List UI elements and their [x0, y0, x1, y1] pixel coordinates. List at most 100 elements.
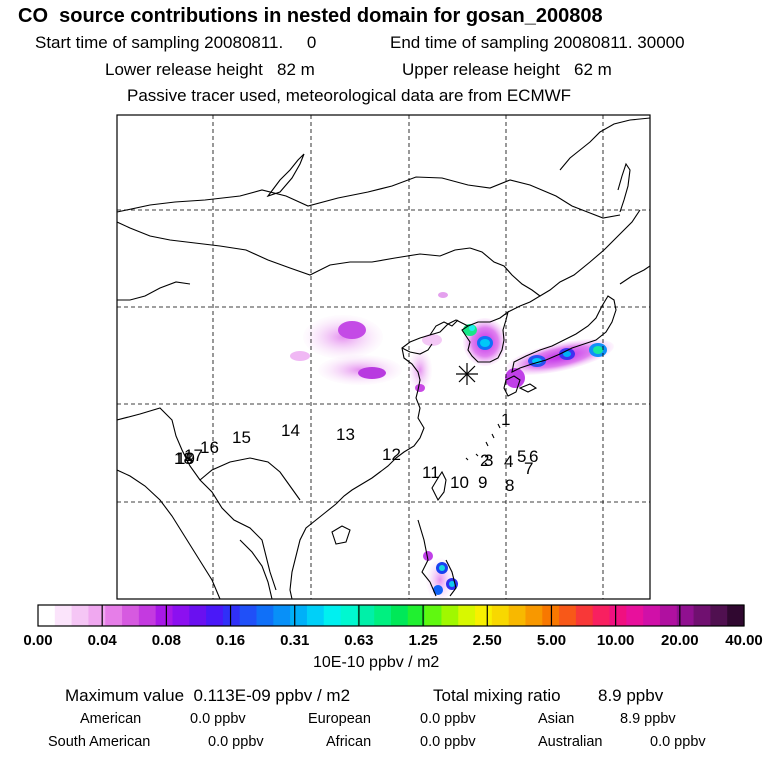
colorbar-cell [256, 605, 274, 626]
colorbar-cell [54, 605, 73, 626]
lower-height-text: Lower release height 82 m [105, 60, 315, 79]
colorbar-cell [239, 605, 258, 626]
receptor-star-icon [456, 363, 478, 385]
total-mixing-label: Total mixing ratio [433, 686, 561, 705]
trajectory-label: 14 [281, 421, 300, 440]
european-value: 0.0 ppbv [420, 711, 476, 727]
trajectory-label: 1 [501, 410, 510, 429]
trajectory-label: 8 [505, 476, 514, 495]
contribution-plume [290, 292, 614, 599]
map-gridlines [117, 115, 650, 599]
colorbar-cell [525, 605, 543, 626]
trajectory-label: 6 [529, 447, 538, 466]
colorbar-cell [189, 605, 207, 626]
colorbar-tick-label: 0.63 [344, 632, 374, 649]
colorbar-cell [357, 605, 375, 626]
trajectory-label: 15 [232, 428, 251, 447]
trajectory-label: 2 [480, 451, 489, 470]
colorbar-cell [138, 605, 157, 626]
trajectory-label: 4 [504, 452, 513, 471]
colorbar-cell [323, 605, 342, 626]
south-american-label: South American [48, 734, 151, 750]
max-value-text: Maximum value 0.113E-09 ppbv / m2 [65, 686, 351, 705]
colorbar-cell [609, 605, 627, 626]
end-time-text: End time of sampling 20080811. 30000 [390, 33, 685, 52]
colorbar-cell [38, 605, 56, 626]
colorbar-tick-label: 1.25 [408, 632, 438, 649]
american-value: 0.0 ppbv [190, 711, 246, 727]
colorbar-cell [206, 605, 224, 626]
trajectory-label: 10 [450, 473, 469, 492]
colorbar-cell [626, 605, 644, 626]
colorbar-cell [273, 605, 291, 626]
trajectory-label: 13 [336, 425, 355, 444]
trajectory-label: 19 [176, 449, 195, 468]
colorbar-cell [727, 605, 745, 626]
colorbar-cell [693, 605, 711, 626]
trajectory-label: 12 [382, 445, 401, 464]
colorbar-cell [71, 605, 90, 626]
upper-height-text: Upper release height 62 m [402, 60, 612, 79]
colorbar-cell [575, 605, 594, 626]
colorbar-cell [374, 605, 392, 626]
colorbar-cell [458, 605, 476, 626]
colorbar-cell [491, 605, 510, 626]
trajectory-label: 9 [478, 473, 487, 492]
colorbar-tick-label: 0.08 [151, 632, 181, 649]
colorbar-cell [710, 605, 728, 626]
colorbar-cell [424, 605, 443, 626]
australian-label: Australian [538, 734, 603, 750]
colorbar-cell [105, 605, 123, 626]
african-value: 0.0 ppbv [420, 734, 476, 750]
trajectory-label: 5 [517, 447, 526, 466]
colorbar-cell [676, 605, 695, 626]
colorbar-tick-label: 0.04 [87, 632, 117, 649]
total-mixing-value: 8.9 ppbv [598, 686, 664, 705]
australian-value: 0.0 ppbv [650, 734, 706, 750]
trajectory-label: 7 [524, 459, 533, 478]
colorbar-cell [155, 605, 174, 626]
colorbar-cell [643, 605, 661, 626]
coastlines [117, 117, 650, 599]
trajectory-label: 17 [184, 446, 203, 465]
colorbar-cell [508, 605, 527, 626]
colorbar-tick-label: 5.00 [536, 632, 567, 649]
colorbar-cell [172, 605, 190, 626]
colorbar-tick-label: 0.31 [280, 632, 310, 649]
asian-value: 8.9 ppbv [620, 711, 676, 727]
trajectory-label: 18 [174, 449, 193, 468]
european-label: European [308, 711, 371, 727]
trajectory-labels: 1 2 3 4 5 6 7 8 9 10 11 12 13 14 15 16 1… [174, 410, 538, 495]
trajectory-label: 11 [422, 463, 440, 482]
south-american-value: 0.0 ppbv [208, 734, 264, 750]
african-label: African [326, 734, 372, 750]
colorbar-tick-label: 0.16 [215, 632, 246, 649]
colorbar-cell [122, 605, 140, 626]
asian-label: Asian [538, 711, 575, 727]
map-frame [116, 114, 651, 600]
american-label: American [80, 711, 142, 727]
trajectory-label: 16 [200, 438, 219, 457]
trajectory-label: 3 [484, 451, 493, 470]
start-time-text: Start time of sampling 20080811. 0 [35, 33, 317, 52]
colorbar-tick-label: 10.00 [596, 632, 635, 649]
colorbar-cell [559, 605, 577, 626]
colorbar-cell [290, 605, 308, 626]
colorbar-cell [407, 605, 426, 626]
colorbar-cell [340, 605, 358, 626]
colorbar-cell [306, 605, 325, 626]
colorbar-tick-label: 2.50 [472, 632, 502, 649]
tracer-note-text: Passive tracer used, meteorological data… [127, 86, 572, 105]
colorbar-cell [475, 605, 493, 626]
plot-title: CO source contributions in nested domain… [18, 5, 603, 27]
colorbar-cell [222, 605, 241, 626]
colorbar-tick-label: 0.00 [23, 632, 53, 649]
colorbar-tick-label: 40.00 [725, 632, 763, 649]
colorbar-cell [88, 605, 106, 626]
colorbar-unit: 10E-10 ppbv / m2 [313, 654, 440, 671]
colorbar-cell [391, 605, 409, 626]
colorbar-tick-label: 20.00 [661, 632, 699, 649]
colorbar-cell [441, 605, 459, 626]
